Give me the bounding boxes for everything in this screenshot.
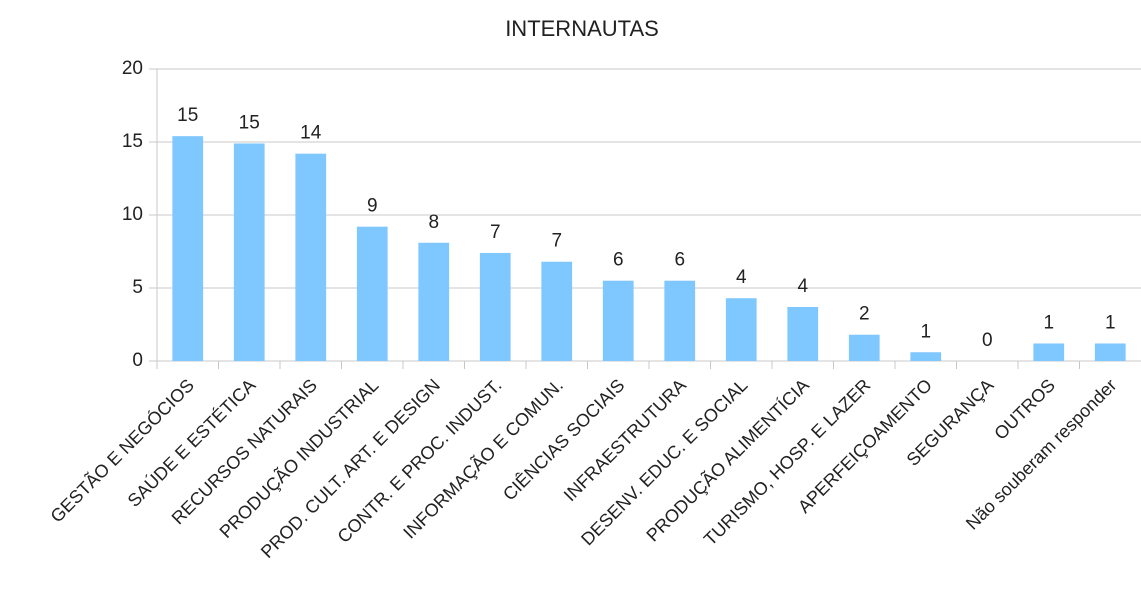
value-label: 9 xyxy=(367,196,378,217)
value-label: 2 xyxy=(859,304,870,325)
value-label: 0 xyxy=(982,330,993,351)
bar xyxy=(295,153,327,361)
bar xyxy=(541,261,573,361)
y-tick-label: 15 xyxy=(122,131,143,152)
bar xyxy=(664,280,696,361)
y-tick-label: 10 xyxy=(122,204,143,225)
value-label: 1 xyxy=(920,321,931,342)
value-label: 4 xyxy=(736,267,747,288)
value-label: 8 xyxy=(428,212,439,233)
chart-title: INTERNAUTAS xyxy=(505,16,659,41)
value-label: 1 xyxy=(1043,312,1054,333)
bar xyxy=(172,136,204,361)
bar xyxy=(725,298,757,361)
value-label: 6 xyxy=(674,250,685,271)
y-tick-label: 5 xyxy=(132,277,143,298)
value-label: 4 xyxy=(797,276,808,297)
value-label: 7 xyxy=(490,222,501,243)
bar xyxy=(910,352,942,361)
value-label: 6 xyxy=(613,250,624,271)
value-label: 14 xyxy=(300,123,322,144)
bar xyxy=(1033,343,1065,361)
bar xyxy=(848,334,880,361)
y-tick-label: 20 xyxy=(122,58,143,79)
x-tick-label: CIÊNCIAS SOCIAIS xyxy=(499,375,628,504)
y-tick-label: 0 xyxy=(132,350,143,371)
value-label: 1 xyxy=(1105,312,1116,333)
bar xyxy=(356,226,388,361)
value-label: 15 xyxy=(239,112,260,133)
value-label: 7 xyxy=(551,231,562,252)
value-label: 15 xyxy=(177,105,198,126)
bar xyxy=(787,306,819,361)
bar xyxy=(1094,343,1126,361)
bar xyxy=(479,252,511,361)
bar xyxy=(233,143,265,361)
x-tick-label: INFRAESTRUTURA xyxy=(560,375,690,505)
bar xyxy=(418,242,450,361)
bar xyxy=(602,280,634,361)
